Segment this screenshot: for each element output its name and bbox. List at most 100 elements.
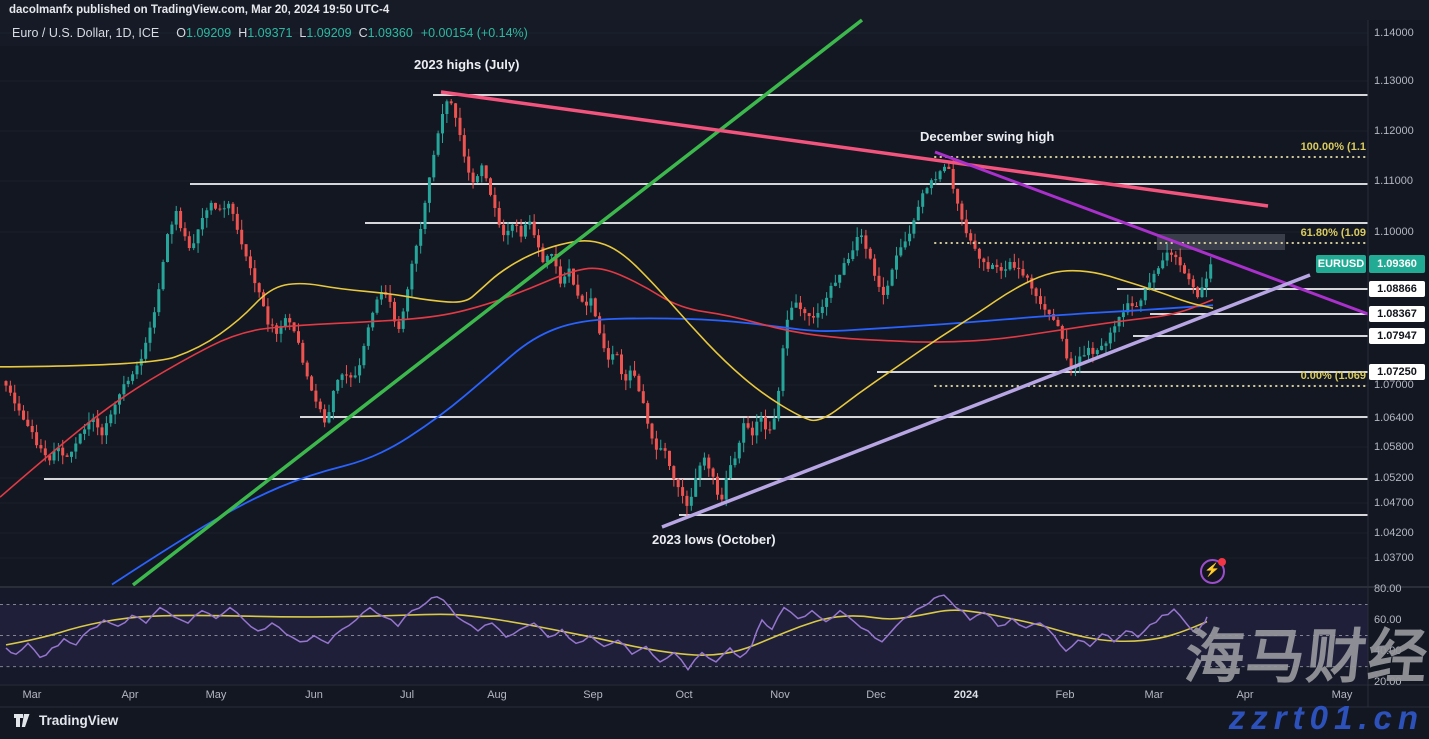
candle: [52, 451, 56, 461]
candle: [689, 496, 693, 506]
candle: [1191, 279, 1195, 288]
candle: [131, 374, 135, 381]
candle: [318, 401, 322, 410]
candle: [323, 409, 327, 423]
candle: [624, 374, 628, 381]
candle: [179, 211, 183, 229]
candle: [502, 224, 506, 236]
candle: [768, 429, 772, 431]
candle: [166, 234, 169, 262]
candle: [314, 390, 318, 402]
candle: [790, 307, 794, 320]
flash-action-button[interactable]: ⚡: [1200, 558, 1226, 584]
candle: [1139, 300, 1143, 307]
candle: [475, 176, 479, 183]
open-label: O: [176, 26, 187, 40]
tradingview-logo-icon: [14, 714, 30, 727]
candle: [1178, 257, 1182, 266]
candle: [785, 319, 789, 349]
candle: [628, 370, 632, 381]
candle: [532, 221, 536, 236]
candle: [537, 235, 540, 248]
candle: [720, 494, 724, 500]
candle: [423, 202, 427, 229]
candle: [432, 154, 436, 178]
candle: [698, 465, 702, 478]
attribution-bar: dacolmanfx published on TradingView.com,…: [0, 0, 1429, 20]
candle: [406, 289, 410, 312]
candle: [1204, 278, 1208, 288]
candle: [441, 114, 444, 134]
candle: [877, 275, 881, 287]
candle: [161, 262, 165, 290]
candle: [126, 380, 130, 385]
candle: [13, 392, 17, 404]
chart-legend: Euro / U.S. Dollar, 1D, ICE O1.09209 H1.09…: [12, 26, 528, 40]
candle: [1143, 289, 1147, 301]
candle: [83, 429, 87, 434]
candle: [375, 299, 379, 313]
candle: [711, 468, 715, 477]
candle: [812, 316, 815, 318]
candle: [523, 224, 527, 237]
candle: [576, 284, 580, 296]
candle: [388, 294, 392, 302]
candle: [1135, 306, 1138, 308]
candle: [397, 321, 401, 329]
candle: [436, 133, 440, 155]
candle: [611, 354, 615, 360]
candle: [991, 264, 994, 269]
candle: [454, 103, 458, 118]
candle: [510, 224, 514, 231]
candle: [414, 245, 418, 264]
close-value: 1.09360: [367, 26, 413, 40]
candle: [921, 193, 925, 207]
candle: [253, 268, 257, 284]
candle: [794, 302, 798, 308]
rsi-line: [5, 594, 1208, 672]
candle: [1196, 287, 1200, 298]
candle: [462, 135, 466, 157]
candle: [598, 316, 602, 334]
candle: [257, 283, 261, 293]
candle: [489, 178, 492, 195]
candle: [1130, 303, 1134, 307]
candle: [755, 421, 759, 436]
candle: [956, 188, 960, 204]
notification-dot: [1218, 558, 1226, 566]
tradingview-logo[interactable]: TradingView: [14, 713, 118, 728]
candle: [842, 263, 846, 275]
candle: [973, 240, 977, 249]
candle: [606, 348, 610, 360]
candle: [1012, 262, 1016, 268]
candle: [829, 285, 833, 298]
candle: [366, 327, 370, 346]
candle: [170, 224, 174, 235]
candle: [65, 455, 69, 457]
candle: [995, 264, 999, 267]
candle: [1187, 273, 1191, 280]
candle: [200, 218, 204, 230]
candle: [641, 391, 645, 404]
trendline-descending-pink: [440, 90, 1269, 208]
candle: [371, 312, 375, 328]
candle: [183, 228, 187, 237]
candle: [292, 322, 296, 332]
candle: [493, 194, 497, 208]
candles-group: [4, 99, 1213, 516]
candle: [345, 374, 348, 376]
candle: [484, 165, 488, 179]
candle: [1100, 345, 1104, 351]
candle: [729, 465, 733, 478]
candle: [113, 404, 117, 415]
candle: [685, 495, 689, 506]
candle: [1082, 355, 1086, 357]
candle: [349, 375, 353, 378]
low-value: 1.09209: [306, 26, 352, 40]
candle: [716, 476, 719, 495]
candle: [925, 188, 929, 194]
candle: [1069, 358, 1073, 369]
candle: [305, 362, 309, 377]
